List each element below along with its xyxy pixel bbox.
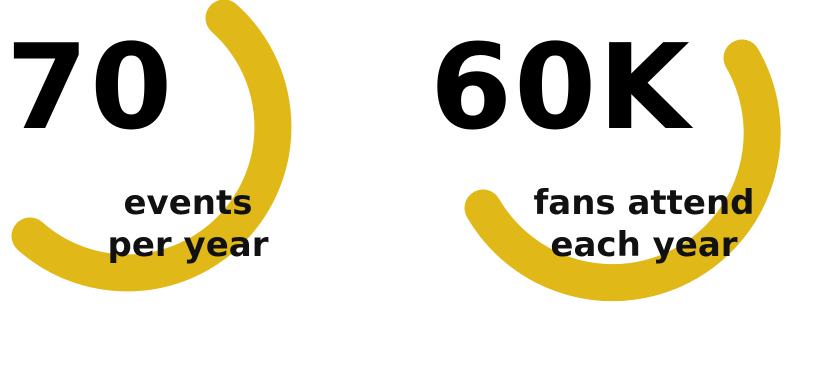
stat-caption-events: events per year: [92, 182, 284, 266]
stat-value-fans: 60K: [430, 18, 692, 156]
stat-value-events: 70: [6, 18, 175, 156]
stat-caption-events-line2: per year: [107, 225, 269, 265]
stat-caption-fans: fans attend each year: [527, 182, 761, 266]
stat-ring-events: [11, 0, 292, 292]
stat-ring-fans: [464, 39, 781, 302]
stat-caption-events-line1: events: [123, 183, 253, 223]
stat-caption-fans-line1: fans attend: [533, 183, 755, 223]
stat-caption-fans-line2: each year: [550, 225, 738, 265]
